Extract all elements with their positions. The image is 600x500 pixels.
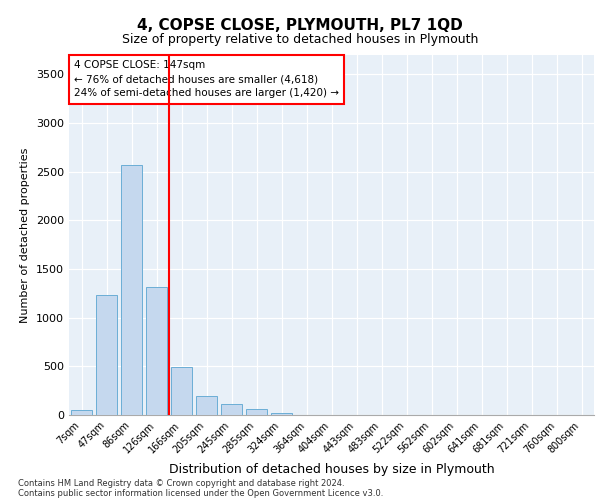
Bar [71,410,92,415]
Bar [196,396,217,415]
Bar [221,404,242,415]
Bar [171,368,192,415]
Text: Contains public sector information licensed under the Open Government Licence v3: Contains public sector information licen… [18,488,383,498]
Text: 4 COPSE CLOSE: 147sqm
← 76% of detached houses are smaller (4,618)
24% of semi-d: 4 COPSE CLOSE: 147sqm ← 76% of detached … [74,60,339,98]
Bar [271,413,292,415]
Bar [146,286,167,415]
Bar [121,165,142,415]
Y-axis label: Number of detached properties: Number of detached properties [20,148,31,322]
Text: 4, COPSE CLOSE, PLYMOUTH, PL7 1QD: 4, COPSE CLOSE, PLYMOUTH, PL7 1QD [137,18,463,32]
Bar [96,296,117,415]
X-axis label: Distribution of detached houses by size in Plymouth: Distribution of detached houses by size … [169,463,494,476]
Bar [246,409,267,415]
Text: Size of property relative to detached houses in Plymouth: Size of property relative to detached ho… [122,32,478,46]
Text: Contains HM Land Registry data © Crown copyright and database right 2024.: Contains HM Land Registry data © Crown c… [18,478,344,488]
